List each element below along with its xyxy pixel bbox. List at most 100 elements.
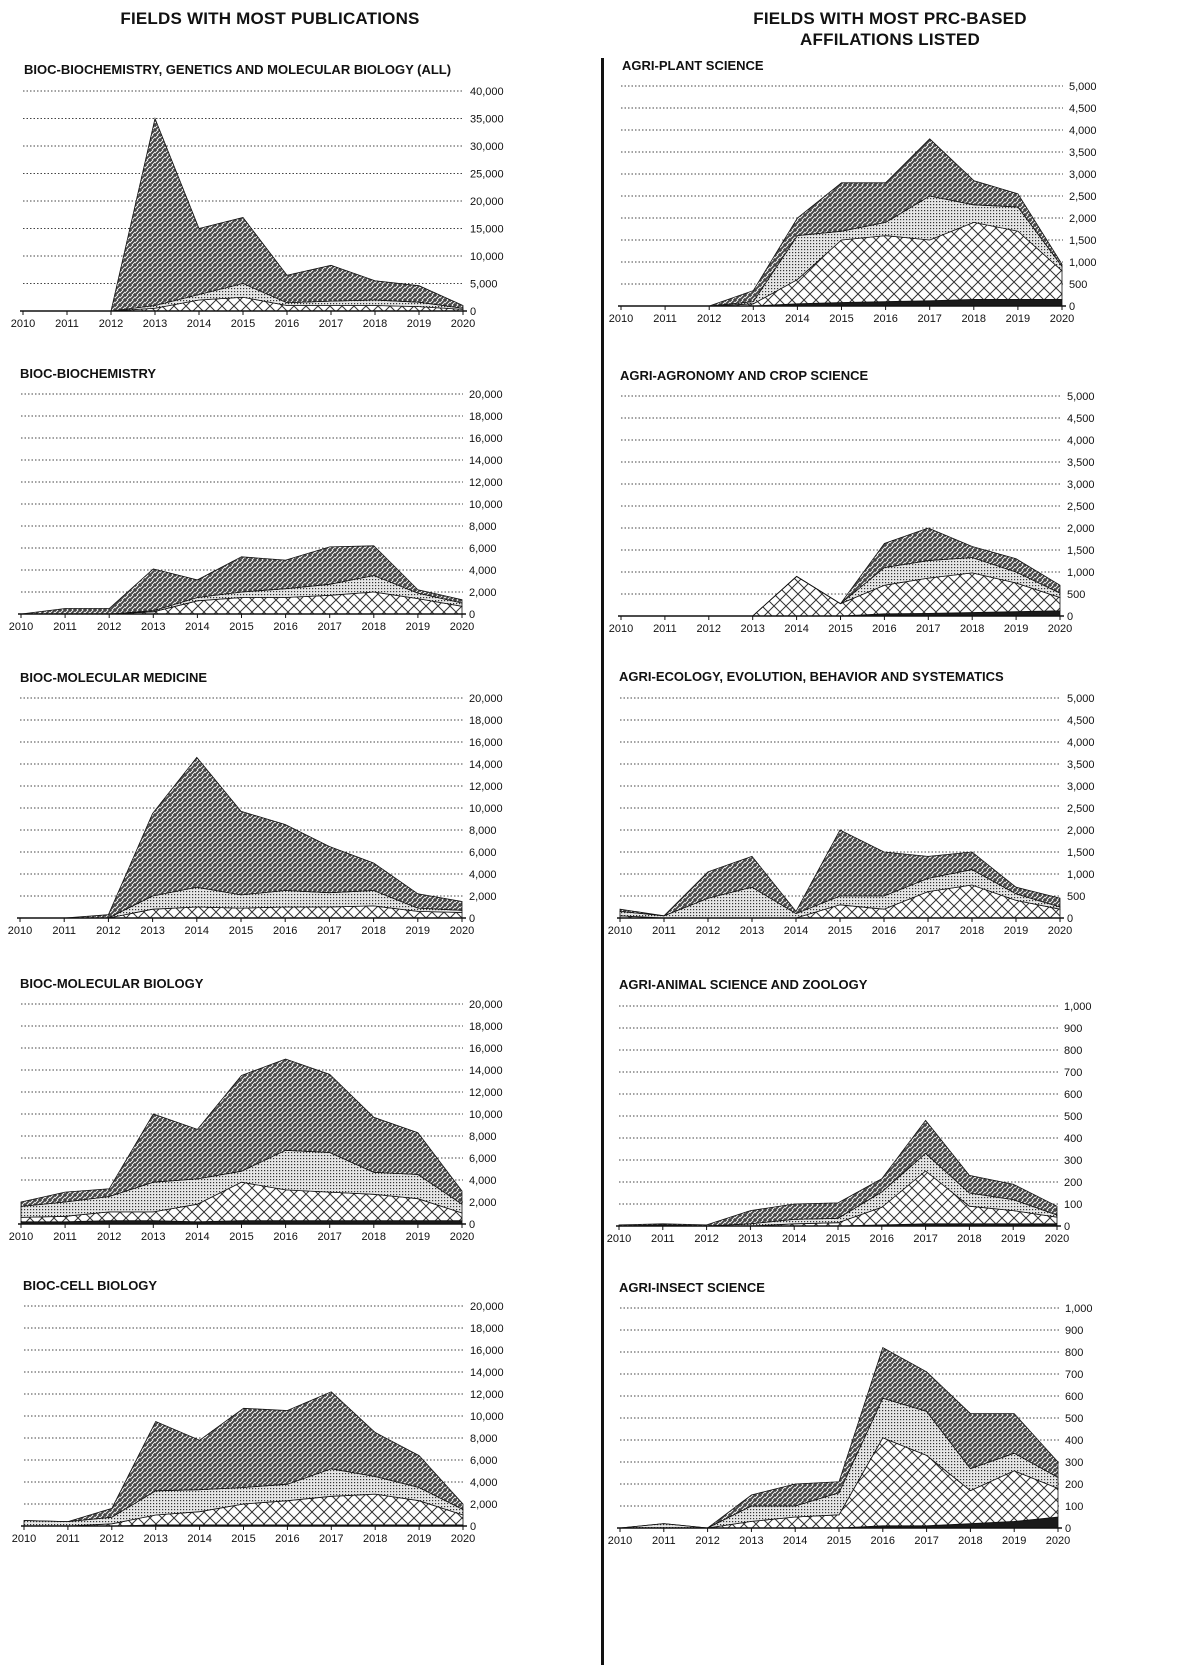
y-tick-label: 25,000 [470, 169, 504, 181]
x-tick-label: 2011 [52, 925, 76, 937]
left-column-header-text: FIELDS WITH MOST PUBLICATIONS [120, 9, 420, 28]
x-tick-label: 2017 [916, 925, 940, 937]
column-divider [601, 58, 604, 1665]
y-tick-label: 4,000 [469, 565, 497, 577]
y-tick-label: 500 [1067, 891, 1085, 903]
x-tick-label: 2011 [652, 925, 676, 937]
y-tick-label: 900 [1065, 1325, 1083, 1337]
x-tick-label: 2018 [958, 1535, 982, 1547]
y-tick-label: 1,500 [1069, 235, 1097, 247]
chart-title: BIOC-MOLECULAR MEDICINE [20, 670, 207, 685]
y-tick-label: 1,500 [1067, 847, 1095, 859]
y-tick-label: 10,000 [469, 803, 503, 815]
x-tick-label: 2012 [697, 623, 721, 635]
y-tick-label: 5,000 [1069, 81, 1097, 93]
y-tick-label: 18,000 [469, 411, 503, 423]
y-tick-label: 14,000 [470, 1367, 504, 1379]
chart-panel-3: BIOC-MOLECULAR MEDICINE 0 2,000 4,000 6,000 8… [8, 670, 503, 937]
y-tick-label: 3,000 [1067, 479, 1095, 491]
x-tick-label: 2018 [363, 1533, 387, 1545]
y-tick-label: 2,500 [1069, 191, 1097, 203]
x-tick-label: 2019 [406, 621, 430, 633]
y-tick-label: 20,000 [469, 999, 503, 1011]
x-tick-label: 2012 [100, 1533, 124, 1545]
chart-panel-4: BIOC-MOLECULAR BIOLOGY 0 2,000 4,000 6,000 8,… [9, 976, 503, 1243]
x-tick-label: 2014 [185, 925, 209, 937]
x-tick-label: 2011 [56, 1533, 80, 1545]
y-tick-label: 1,000 [1067, 869, 1095, 881]
x-tick-label: 2012 [695, 1535, 719, 1547]
x-tick-label: 2010 [608, 1535, 632, 1547]
x-tick-label: 2016 [273, 621, 297, 633]
y-tick-label: 18,000 [470, 1323, 504, 1335]
x-tick-label: 2012 [99, 318, 123, 330]
chart-panel-5: BIOC-CELL BIOLOGY 0 2,000 4,000 6,000 8,000 10… [12, 1278, 504, 1545]
y-tick-label: 0 [1069, 301, 1075, 313]
x-tick-label: 2012 [96, 925, 120, 937]
x-tick-label: 2016 [872, 623, 896, 635]
x-tick-label: 2019 [407, 318, 431, 330]
y-tick-label: 8,000 [470, 1433, 498, 1445]
y-tick-label: 14,000 [469, 759, 503, 771]
y-tick-label: 8,000 [469, 1131, 497, 1143]
x-tick-label: 2014 [187, 1533, 211, 1545]
x-tick-label: 2017 [913, 1233, 937, 1245]
x-tick-label: 2016 [273, 925, 297, 937]
y-tick-label: 4,000 [469, 869, 497, 881]
x-tick-label: 2011 [653, 313, 677, 325]
area-series-4 [23, 117, 464, 312]
x-tick-label: 2019 [1001, 1233, 1025, 1245]
y-tick-label: 6,000 [470, 1455, 498, 1467]
x-tick-label: 2014 [784, 925, 808, 937]
x-tick-label: 2010 [8, 925, 32, 937]
x-tick-label: 2010 [11, 318, 35, 330]
area-series-4 [20, 1058, 463, 1207]
y-tick-label: 15,000 [470, 224, 504, 236]
x-tick-label: 2020 [450, 925, 474, 937]
chart-title: AGRI-INSECT SCIENCE [619, 1280, 765, 1295]
chart-title: BIOC-BIOCHEMISTRY, GENETICS AND MOLECULA… [24, 62, 451, 77]
chart-title: AGRI-ECOLOGY, EVOLUTION, BEHAVIOR AND SY… [619, 669, 1004, 684]
y-tick-label: 0 [1067, 611, 1073, 623]
x-tick-label: 2014 [785, 313, 809, 325]
y-tick-label: 700 [1065, 1369, 1083, 1381]
x-tick-label: 2017 [317, 1231, 341, 1243]
y-tick-label: 40,000 [470, 86, 504, 98]
y-tick-label: 3,000 [1067, 781, 1095, 793]
y-tick-label: 35,000 [470, 114, 504, 126]
y-tick-label: 6,000 [469, 847, 497, 859]
x-tick-label: 2020 [1045, 1233, 1069, 1245]
y-tick-label: 2,000 [469, 587, 497, 599]
x-tick-label: 2014 [187, 318, 211, 330]
area-series-4 [619, 829, 1061, 917]
y-tick-label: 4,500 [1067, 413, 1095, 425]
y-tick-label: 900 [1064, 1023, 1082, 1035]
x-tick-label: 2014 [783, 1535, 807, 1547]
x-tick-label: 2015 [229, 1231, 253, 1243]
x-tick-label: 2017 [917, 313, 941, 325]
y-tick-label: 2,500 [1067, 501, 1095, 513]
y-tick-label: 0 [1067, 913, 1073, 925]
chart-panel-10: AGRI-INSECT SCIENCE 0 100 200 300 400 500 600 70… [608, 1280, 1093, 1547]
x-tick-label: 2018 [361, 925, 385, 937]
y-tick-label: 14,000 [469, 455, 503, 467]
right-column-header-line-1: FIELDS WITH MOST PRC-BASED [753, 9, 1027, 28]
x-tick-label: 2013 [740, 623, 764, 635]
y-tick-label: 500 [1069, 279, 1087, 291]
y-tick-label: 0 [1064, 1221, 1070, 1233]
y-tick-label: 6,000 [469, 1153, 497, 1165]
y-tick-label: 0 [469, 1219, 475, 1231]
y-tick-label: 700 [1064, 1067, 1082, 1079]
x-tick-label: 2018 [362, 1231, 386, 1243]
y-tick-label: 500 [1067, 589, 1085, 601]
y-tick-label: 0 [469, 913, 475, 925]
x-tick-label: 2017 [319, 1533, 343, 1545]
x-tick-label: 2017 [317, 925, 341, 937]
y-tick-label: 500 [1064, 1111, 1082, 1123]
y-tick-label: 16,000 [469, 433, 503, 445]
x-tick-label: 2019 [1004, 925, 1028, 937]
y-tick-label: 18,000 [469, 715, 503, 727]
y-tick-label: 4,000 [1069, 125, 1097, 137]
y-tick-label: 0 [469, 609, 475, 621]
y-tick-label: 600 [1064, 1089, 1082, 1101]
